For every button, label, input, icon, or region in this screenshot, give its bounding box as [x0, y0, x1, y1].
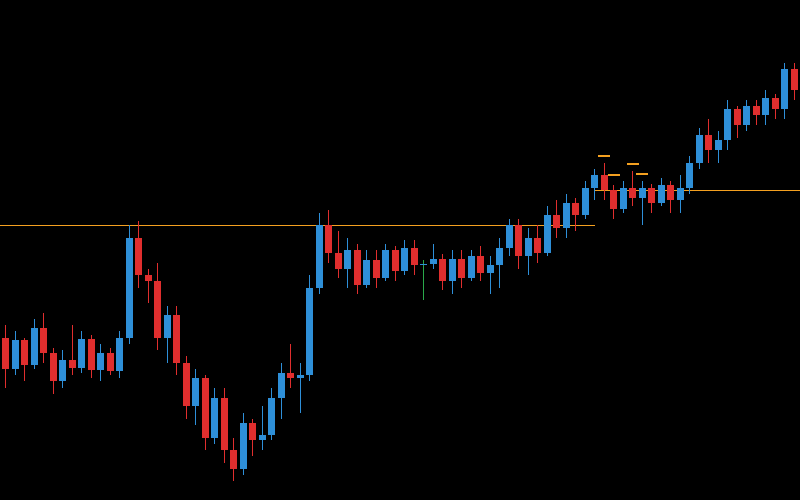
candle-body [420, 264, 427, 265]
candle-body [12, 340, 19, 369]
candle-body [221, 398, 228, 451]
candle-body [677, 188, 684, 201]
candle-body [325, 225, 332, 253]
candle-wick [423, 260, 424, 300]
signal-marker [627, 163, 639, 165]
candle-body [50, 353, 57, 382]
candle-body [126, 238, 133, 338]
candle-body [344, 250, 351, 269]
candle-body [572, 203, 579, 216]
candle-body [753, 106, 760, 115]
candle-body [449, 259, 456, 282]
candle-body [667, 185, 674, 200]
candle-body [705, 135, 712, 150]
candle-body [335, 253, 342, 269]
candle-body [202, 378, 209, 438]
candle-body [59, 360, 66, 381]
candle-body [249, 423, 256, 441]
candle-body [772, 98, 779, 109]
candle-body [734, 109, 741, 125]
candle-body [534, 238, 541, 253]
candle-body [686, 163, 693, 188]
candle-body [762, 98, 769, 116]
candle-body [278, 373, 285, 398]
candle-body [601, 175, 608, 190]
candle-body [724, 109, 731, 140]
candle-body [781, 69, 788, 109]
candle-body [696, 135, 703, 163]
candlestick-chart [0, 0, 800, 500]
candle-body [268, 398, 275, 436]
signal-marker [608, 174, 620, 176]
candle-body [743, 106, 750, 125]
candle-body [382, 250, 389, 278]
candle-body [69, 360, 76, 368]
candle-body [363, 260, 370, 285]
candle-wick [490, 256, 491, 294]
candle-body [354, 250, 361, 285]
candle-body [496, 248, 503, 266]
candle-wick [262, 406, 263, 450]
candle-body [78, 339, 85, 368]
candle-body [620, 188, 627, 209]
candle-body [240, 423, 247, 469]
candle-wick [290, 344, 291, 388]
candle-body [316, 225, 323, 288]
candle-body [411, 248, 418, 266]
candle-body [230, 450, 237, 469]
candle-body [458, 259, 465, 278]
signal-marker [636, 173, 648, 175]
candle-body [31, 328, 38, 366]
candle-body [439, 259, 446, 282]
candle-body [639, 188, 646, 198]
candle-body [515, 225, 522, 256]
candle-body [211, 398, 218, 438]
candle-body [392, 250, 399, 271]
candle-body [658, 185, 665, 203]
candle-body [154, 281, 161, 337]
candle-body [610, 190, 617, 209]
candle-body [553, 215, 560, 228]
candle-body [430, 259, 437, 264]
candle-body [2, 338, 9, 369]
candle-body [116, 338, 123, 372]
candle-body [506, 225, 513, 248]
candle-body [164, 315, 171, 338]
candle-wick [300, 363, 301, 413]
candle-body [306, 288, 313, 376]
candle-body [21, 340, 28, 365]
candle-body [40, 328, 47, 353]
candle-body [525, 238, 532, 257]
candle-body [468, 256, 475, 277]
candle-body [183, 363, 190, 407]
candle-wick [433, 244, 434, 269]
candle-body [648, 188, 655, 203]
candle-body [259, 435, 266, 440]
candle-body [791, 69, 798, 90]
candle-body [287, 373, 294, 378]
candle-body [373, 260, 380, 278]
candle-body [97, 353, 104, 371]
candle-body [107, 353, 114, 372]
candle-body [173, 315, 180, 363]
candle-body [401, 248, 408, 272]
candle-body [88, 339, 95, 370]
candle-body [629, 188, 636, 198]
candle-body [145, 275, 152, 281]
candle-body [563, 203, 570, 228]
candle-body [297, 375, 304, 378]
candle-body [192, 378, 199, 407]
candle-body [544, 215, 551, 253]
candle-body [135, 238, 142, 276]
candle-body [591, 175, 598, 188]
candle-body [582, 188, 589, 216]
candle-wick [72, 325, 73, 375]
candle-body [487, 265, 494, 273]
candle-wick [148, 269, 149, 303]
candle-body [715, 140, 722, 150]
signal-marker [598, 155, 610, 157]
candle-body [477, 256, 484, 272]
